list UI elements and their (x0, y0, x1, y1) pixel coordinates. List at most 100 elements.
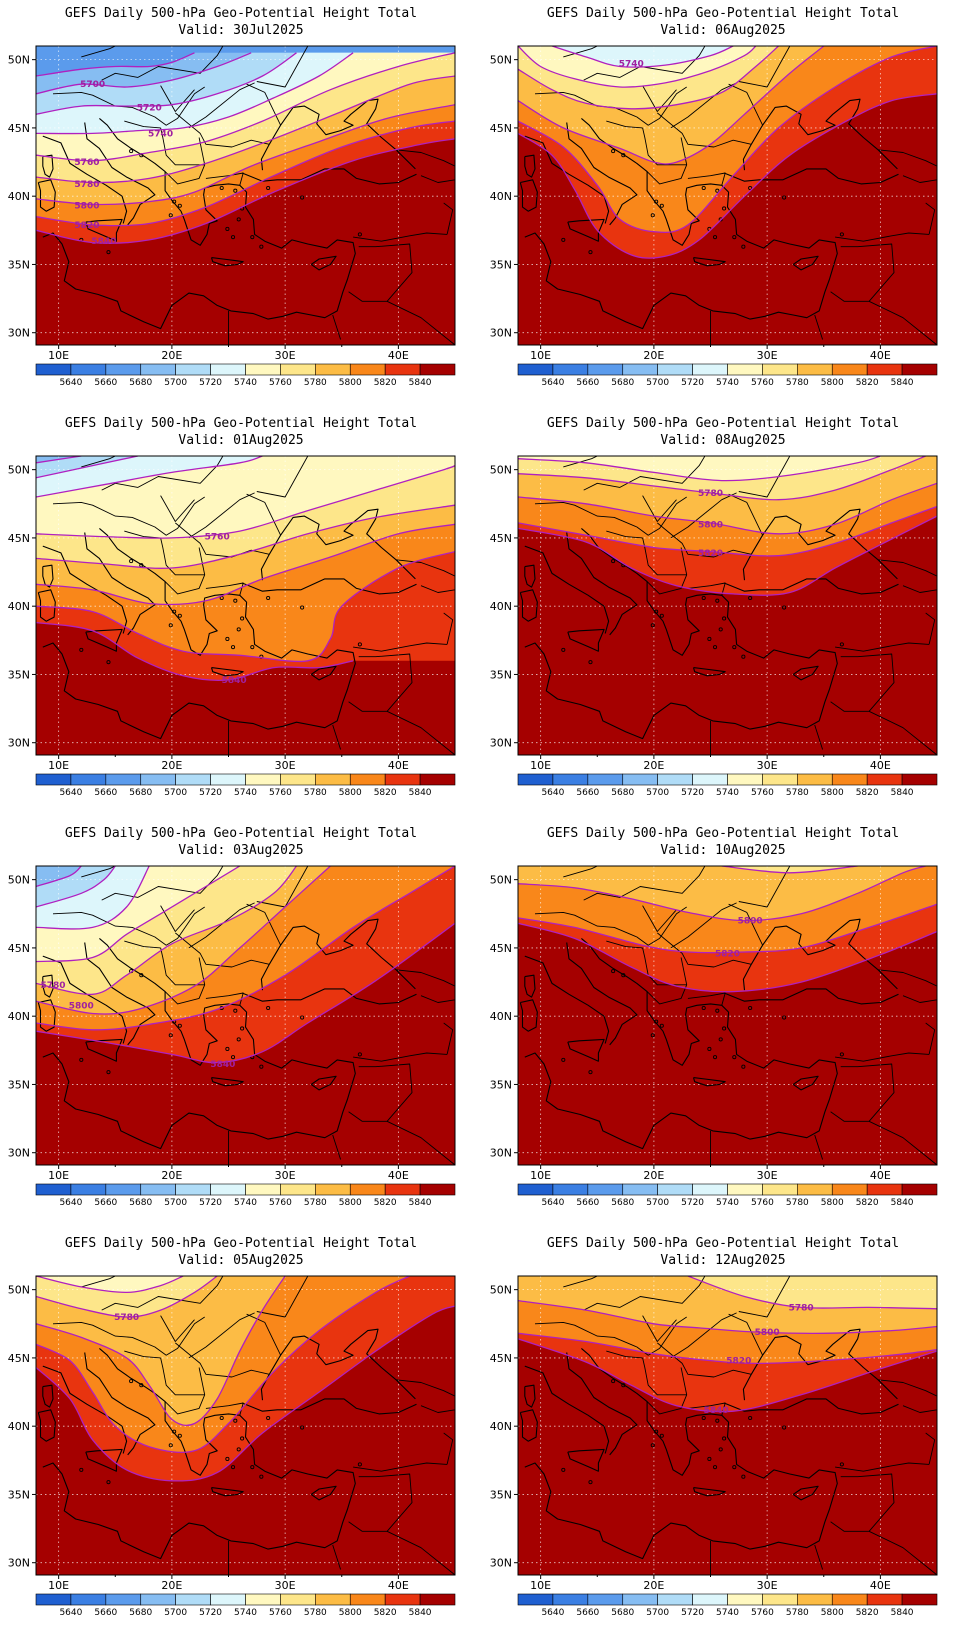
y-tick-label: 50N (490, 874, 512, 887)
y-tick-label: 50N (490, 464, 512, 477)
country-border (878, 149, 937, 167)
contour-line-5820 (518, 46, 937, 234)
country-border (175, 1342, 270, 1378)
y-tick-label: 30N (490, 1147, 512, 1160)
island (654, 609, 659, 614)
contour-line-5820 (518, 903, 937, 954)
country-border (256, 456, 309, 498)
island (659, 1023, 664, 1028)
country-border (642, 127, 687, 166)
colorbar-swatch (105, 1593, 142, 1606)
island (722, 616, 727, 621)
country-border (868, 1120, 937, 1165)
colorbar-swatch (657, 773, 693, 786)
contour-line-5840 (518, 93, 937, 259)
contour-line-5840 (36, 1305, 455, 1482)
island (611, 559, 616, 564)
coastline (210, 257, 244, 267)
island (250, 1465, 255, 1470)
island (741, 1064, 746, 1069)
island (168, 1443, 173, 1448)
contour-label: 5740 (148, 129, 173, 139)
country-border (814, 724, 824, 750)
colorbar-label: 5780 (304, 1198, 327, 1208)
y-tick-label: 30N (490, 1557, 512, 1570)
contour-line-5760 (518, 46, 757, 88)
island (240, 1026, 245, 1031)
x-tick-label: 40E (388, 349, 409, 362)
island (172, 609, 177, 614)
map-frame (35, 865, 456, 1166)
country-border (646, 1367, 688, 1415)
island (259, 244, 264, 249)
height-band-5840 (36, 1306, 455, 1575)
colorbar-swatch (831, 1593, 868, 1606)
colorbar-label: 5820 (374, 788, 397, 798)
contour-line-5780 (721, 866, 858, 874)
coastline (42, 154, 54, 178)
country-border (348, 1063, 413, 1122)
island (588, 1070, 593, 1075)
colorbar-label: 5720 (681, 1198, 704, 1208)
contour-line-5800 (36, 104, 455, 206)
island (782, 1425, 787, 1430)
island (715, 188, 720, 193)
island (650, 1033, 655, 1038)
island (233, 188, 238, 193)
coastline (310, 1485, 337, 1501)
panel-valid-date: Valid: 06Aug2025 (660, 23, 786, 38)
contour-label: 5820 (698, 549, 723, 559)
coastline (792, 1485, 819, 1501)
island (707, 1456, 712, 1461)
country-border (646, 547, 688, 595)
y-tick-label: 35N (8, 258, 30, 271)
colorbar-swatch (692, 1183, 728, 1196)
contour-line-5780 (518, 46, 779, 110)
contour-line-5780 (36, 1276, 218, 1318)
colorbar-swatch (831, 1183, 868, 1196)
coastline (241, 578, 417, 595)
contour-line-5800 (518, 866, 926, 922)
y-tick-label: 45N (8, 942, 30, 955)
colorbar-swatch (210, 363, 246, 376)
island (748, 1005, 753, 1011)
country-border (81, 456, 116, 468)
y-tick-label: 45N (490, 942, 512, 955)
contour-line-5740 (551, 46, 734, 68)
map-frame (517, 865, 938, 1166)
island (177, 1023, 182, 1028)
country-border (81, 866, 116, 878)
coastline (524, 545, 610, 634)
map-frame (517, 455, 938, 756)
island (782, 605, 787, 610)
country-border (563, 46, 598, 58)
colorbar-swatch (727, 773, 763, 786)
height-band-5840 (518, 516, 937, 755)
x-tick-label: 30E (275, 349, 296, 362)
coastline (84, 532, 156, 636)
contour-label: 5800 (755, 1328, 780, 1338)
country-border (534, 496, 687, 536)
colorbar-label: 5800 (339, 1608, 362, 1618)
height-band-5840 (36, 622, 455, 755)
contour-label: 5800 (69, 1001, 94, 1011)
y-tick-label: 40N (490, 1010, 512, 1023)
colorbar-swatch (657, 363, 693, 376)
colorbar-label: 5760 (751, 1608, 774, 1618)
country-border (246, 1313, 282, 1356)
colorbar-swatch (140, 1183, 176, 1196)
x-tick-label: 20E (643, 349, 664, 362)
island (611, 969, 616, 974)
map-frame (35, 45, 456, 346)
colorbar-label: 5720 (681, 378, 704, 388)
contour-line-5760 (36, 866, 241, 963)
country-border (728, 493, 764, 536)
colorbar-label: 5840 (409, 788, 432, 798)
colorbar-swatch (35, 773, 72, 786)
country-border (670, 492, 737, 539)
height-map: 5740 10E 20E 30E 40E 50N 45N 40N 35N 30N 5640 5660 5… (490, 45, 938, 388)
island (741, 1474, 746, 1479)
colorbar-label: 5840 (891, 1198, 914, 1208)
country-border (205, 172, 244, 186)
height-map: 5780 5800 5820 5840 10E 20E 30E 40E 50N 45N 40N 35N… (490, 1275, 938, 1618)
